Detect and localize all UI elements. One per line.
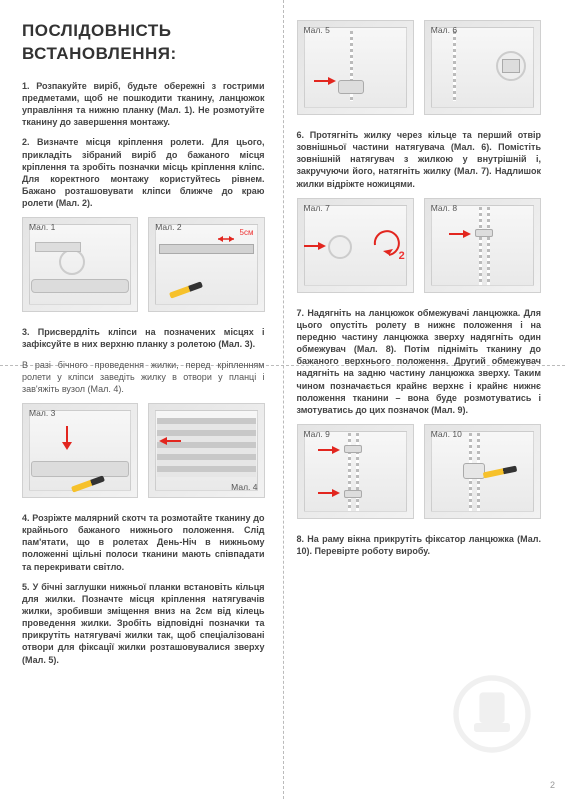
fig-row-9-10: Мал. 9 Мал. 10 — [297, 424, 542, 519]
figure-6-label: Мал. 6 — [431, 25, 457, 36]
fig-row-1-2: Мал. 1 Мал. 2 5см — [22, 217, 265, 312]
page-number: 2 — [550, 779, 555, 791]
figure-8: Мал. 8 — [424, 198, 541, 293]
right-arrow-icon — [304, 239, 326, 253]
right-column: Мал. 5 Мал. 6 6. Протягніть жилку через … — [283, 0, 565, 799]
step-5: 5. У бічні заглушки нижньої планки встан… — [22, 581, 265, 666]
step-6: 6. Протягніть жилку через кільце та перш… — [297, 129, 542, 190]
figure-2: Мал. 2 5см — [148, 217, 264, 312]
figure-2-label: Мал. 2 — [155, 222, 181, 233]
left-arrow-icon — [159, 434, 181, 448]
right-arrow-icon — [318, 443, 340, 457]
fig-row-3-4: Мал. 3 Мал. 4 — [22, 403, 265, 498]
figure-9-label: Мал. 9 — [304, 429, 330, 440]
step-2: 2. Визначте місця кріплення ролети. Для … — [22, 136, 265, 209]
right-arrow-icon — [449, 227, 471, 241]
figure-4: Мал. 4 — [148, 403, 264, 498]
figure-3-label: Мал. 3 — [29, 408, 55, 419]
figure-10-label: Мал. 10 — [431, 429, 462, 440]
rotate-label: 2 — [399, 249, 405, 264]
page: ПОСЛІДОВНІСТЬ ВСТАНОВЛЕННЯ: 1. Розпакуйт… — [0, 0, 565, 799]
step-8: 8. На раму вікна прикрутіть фіксатор лан… — [297, 533, 542, 557]
watermark-logo-icon — [447, 669, 537, 759]
chain-icon — [487, 207, 490, 285]
step-3: 3. Присвердліть кліпси на позначених міс… — [22, 326, 265, 350]
figure-1-label: Мал. 1 — [29, 222, 55, 233]
chain-icon — [453, 31, 456, 101]
fig-row-5-6: Мал. 5 Мал. 6 — [297, 20, 542, 115]
figure-5-label: Мал. 5 — [304, 25, 330, 36]
dim-5cm: 5см — [240, 228, 254, 239]
step-1: 1. Розпакуйте виріб, будьте обережні з г… — [22, 80, 265, 129]
down-arrow-icon — [59, 426, 75, 450]
figure-4-label: Мал. 4 — [231, 482, 257, 493]
red-dim-arrow-icon — [218, 232, 236, 246]
step-3b: В разі бічного проведення жилки, перед к… — [22, 359, 265, 395]
figure-5: Мал. 5 — [297, 20, 414, 115]
right-arrow-icon — [314, 74, 336, 88]
figure-6: Мал. 6 — [424, 20, 541, 115]
figure-7-label: Мал. 7 — [304, 203, 330, 214]
step-4: 4. Розріжте малярний скотч та розмотайте… — [22, 512, 265, 573]
right-arrow-icon — [318, 486, 340, 500]
chain-icon — [479, 207, 482, 285]
figure-7: Мал. 7 2 — [297, 198, 414, 293]
figure-3: Мал. 3 — [22, 403, 138, 498]
figure-8-label: Мал. 8 — [431, 203, 457, 214]
fig-row-7-8: Мал. 7 2 Мал. 8 — [297, 198, 542, 293]
left-column: ПОСЛІДОВНІСТЬ ВСТАНОВЛЕННЯ: 1. Розпакуйт… — [0, 0, 283, 799]
figure-9: Мал. 9 — [297, 424, 414, 519]
step-7: 7. Надягніть на ланцюжок обмежувачі ланц… — [297, 307, 542, 416]
page-title: ПОСЛІДОВНІСТЬ ВСТАНОВЛЕННЯ: — [22, 20, 265, 66]
figure-1: Мал. 1 — [22, 217, 138, 312]
figure-10: Мал. 10 — [424, 424, 541, 519]
